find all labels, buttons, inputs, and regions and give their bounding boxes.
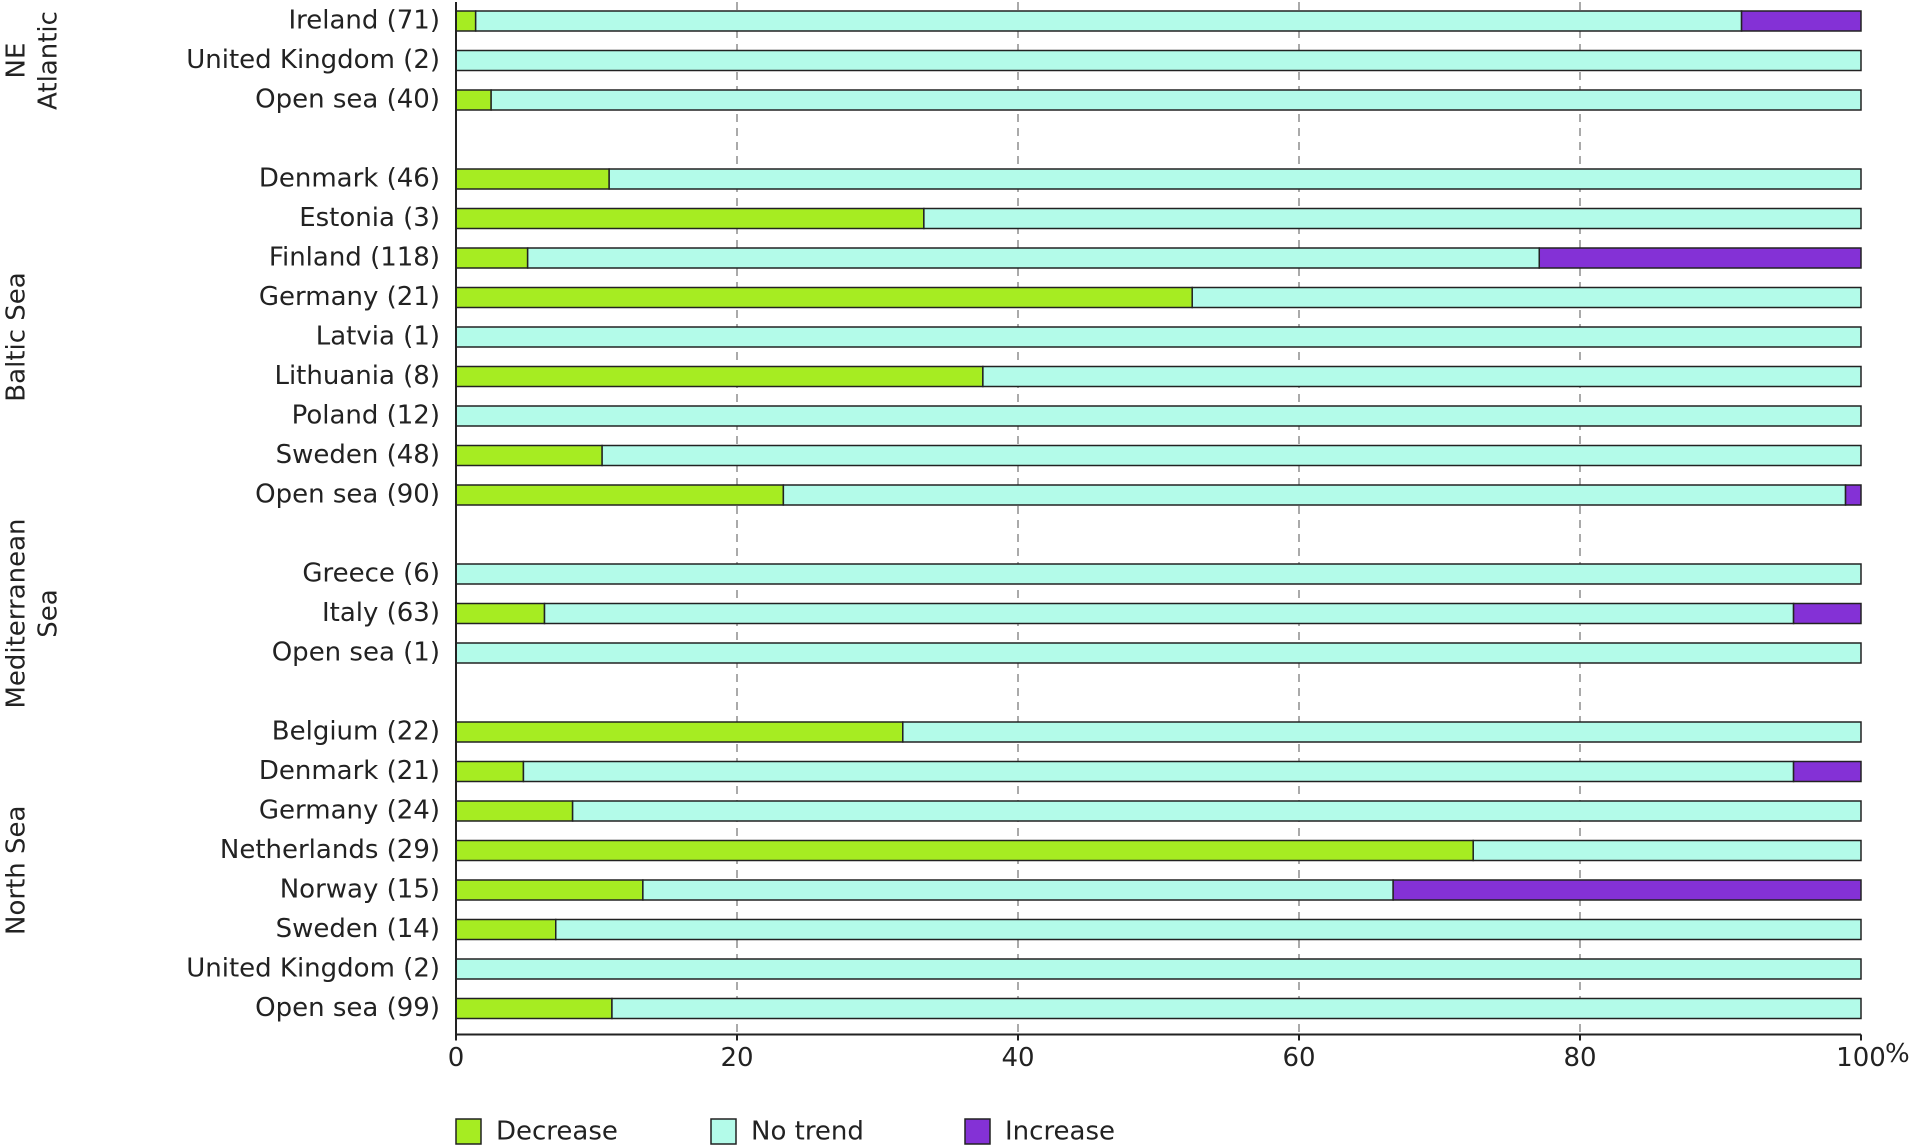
group-label: Atlantic xyxy=(34,11,64,110)
y-tick-label: Latvia (1) xyxy=(316,322,440,352)
y-tick-label: Sweden (48) xyxy=(276,440,440,470)
legend-swatch xyxy=(455,1118,482,1145)
bar-segment xyxy=(571,800,1862,822)
legend-label: Decrease xyxy=(496,1117,618,1147)
bar-segment xyxy=(455,89,492,111)
y-tick-label: Lithuania (8) xyxy=(274,361,440,391)
bar-segment xyxy=(455,484,785,506)
y-tick-label: Italy (63) xyxy=(322,598,440,628)
bar-segment xyxy=(455,800,574,822)
y-tick-label: Belgium (22) xyxy=(272,717,440,747)
bar-segment xyxy=(455,839,1474,862)
y-tick-label: Germany (21) xyxy=(259,282,440,312)
bar-segment xyxy=(455,602,546,625)
y-tick-label: Denmark (21) xyxy=(259,756,440,786)
y-tick-label: Open sea (90) xyxy=(255,480,440,510)
bar-segment xyxy=(1792,602,1862,625)
legend-swatch xyxy=(964,1118,991,1145)
bar-segment xyxy=(455,207,925,230)
x-tick-label: 80 xyxy=(1563,1043,1596,1073)
bar-segment xyxy=(455,49,1862,72)
x-tick-label: 0 xyxy=(448,1043,465,1073)
bar-segment xyxy=(474,10,1743,32)
bar-segment xyxy=(490,89,1862,111)
y-tick-label: Norway (15) xyxy=(280,875,440,905)
bar-segment xyxy=(455,918,557,941)
bar-segment xyxy=(455,326,1862,348)
group-label: Sea xyxy=(34,589,64,637)
bar-segment xyxy=(543,602,1795,625)
bar-segment xyxy=(1191,286,1862,309)
bar-segment xyxy=(455,997,613,1020)
legend-label: No trend xyxy=(751,1117,864,1147)
bar-segment xyxy=(455,642,1862,664)
y-tick-label: Poland (12) xyxy=(292,401,440,431)
group-label: North Sea xyxy=(2,806,32,935)
bar-segment xyxy=(455,444,603,467)
bar-segment xyxy=(1538,247,1862,269)
bar-segment xyxy=(526,247,1541,269)
bar-segment xyxy=(642,879,1394,901)
bar-segment xyxy=(455,10,477,32)
bar-segment xyxy=(455,365,984,388)
bar-segment xyxy=(455,721,904,743)
y-tick-label: Denmark (46) xyxy=(259,164,440,194)
y-tick-label: United Kingdom (2) xyxy=(186,954,440,984)
bar-segment xyxy=(455,247,529,269)
bar-segment xyxy=(455,879,644,901)
bar-segment xyxy=(455,168,610,190)
group-label: Mediterranean xyxy=(2,518,32,708)
bar-segment xyxy=(902,721,1862,743)
bar-segment xyxy=(601,444,1862,467)
y-tick-label: Estonia (3) xyxy=(299,203,440,233)
y-tick-label: Finland (118) xyxy=(269,243,440,273)
legend-swatch xyxy=(710,1118,737,1145)
x-unit: % xyxy=(1885,1039,1910,1069)
y-tick-label: United Kingdom (2) xyxy=(186,45,440,75)
bar-segment xyxy=(782,484,1847,506)
y-tick-label: Open sea (1) xyxy=(272,638,440,668)
y-tick-label: Greece (6) xyxy=(302,559,440,589)
y-tick-label: Netherlands (29) xyxy=(220,835,440,865)
bar-segment xyxy=(455,405,1862,427)
group-label: Baltic Sea xyxy=(2,272,32,401)
x-tick-label: 60 xyxy=(1282,1043,1315,1073)
bar-segment xyxy=(1392,879,1862,901)
y-tick-label: Open sea (40) xyxy=(255,85,440,115)
legend-label: Increase xyxy=(1005,1117,1115,1147)
bar-segment xyxy=(611,997,1862,1020)
bar-segment xyxy=(455,958,1862,980)
bar-segment xyxy=(923,207,1862,230)
bar-segment xyxy=(1844,484,1862,506)
bar-segment xyxy=(555,918,1862,941)
bar-segment xyxy=(1792,760,1862,783)
bar-segment xyxy=(455,563,1862,585)
bar-segment xyxy=(982,365,1862,388)
bar-segment xyxy=(455,286,1193,309)
y-tick-label: Ireland (71) xyxy=(288,6,440,36)
bar-segment xyxy=(1472,839,1862,862)
bar-segment xyxy=(455,760,525,783)
y-tick-label: Open sea (99) xyxy=(255,993,440,1023)
bar-segment xyxy=(522,760,1795,783)
y-tick-label: Sweden (14) xyxy=(276,914,440,944)
bar-segment xyxy=(1740,10,1862,32)
x-tick-label: 100 xyxy=(1836,1043,1886,1073)
x-tick-label: 20 xyxy=(720,1043,753,1073)
x-tick-label: 40 xyxy=(1001,1043,1034,1073)
bar-segment xyxy=(608,168,1862,190)
y-tick-label: Germany (24) xyxy=(259,796,440,826)
group-label: NE xyxy=(2,43,32,79)
